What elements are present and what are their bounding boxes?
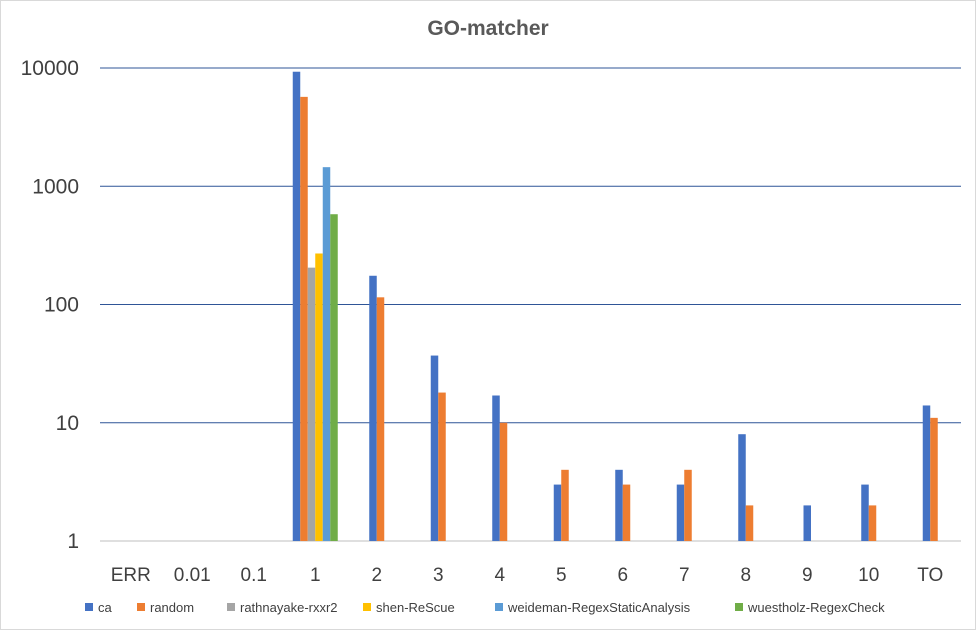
- x-tick-label: 7: [679, 565, 690, 586]
- x-tick-label: 0.1: [241, 565, 267, 586]
- bar-ca-2: [369, 275, 377, 541]
- bar-rathnayake-rxxr2-1: [307, 267, 316, 541]
- legend-item-shen-ReScue: shen-ReScue: [363, 600, 455, 615]
- bar-ca-1: [292, 71, 301, 541]
- bar-ca-7: [676, 484, 685, 541]
- legend-swatch: [363, 603, 371, 611]
- bar-shen-ReScue-1: [315, 253, 323, 541]
- x-tick-label: 2: [371, 565, 382, 586]
- y-tick-label: 1000: [32, 175, 79, 198]
- chart-title: GO-matcher: [427, 17, 548, 40]
- legend-item-random: random: [137, 600, 194, 615]
- y-tick-label: 10: [56, 412, 79, 435]
- x-tick-label: TO: [917, 565, 943, 586]
- bar-weideman-RegexStaticAnalysis-1: [322, 167, 331, 542]
- legend-swatch: [735, 603, 743, 611]
- bar-random-7: [684, 469, 692, 541]
- bar-ca-5: [553, 484, 562, 541]
- gridlines: [100, 67, 961, 542]
- bar-ca-9: [803, 505, 811, 541]
- bar-ca-4: [492, 395, 500, 541]
- x-tick-label: 9: [802, 565, 813, 586]
- bar-ca-8: [738, 434, 746, 541]
- x-tick-label: 0.01: [174, 565, 211, 586]
- legend-item-wuestholz-RegexCheck: wuestholz-RegexCheck: [735, 600, 885, 615]
- legend-label: wuestholz-RegexCheck: [747, 600, 885, 615]
- bar-random-5: [561, 469, 569, 541]
- bar-random-8: [745, 505, 754, 541]
- y-tick-label: 100: [44, 294, 79, 317]
- bar-ca-10: [861, 484, 869, 541]
- bar-ca-6: [615, 469, 623, 541]
- y-tick-label: 1: [67, 530, 79, 553]
- x-tick-label: 10: [858, 565, 879, 586]
- legend-label: weideman-RegexStaticAnalysis: [507, 600, 691, 615]
- x-tick-label: 1: [310, 565, 321, 586]
- bar-random-4: [499, 422, 508, 541]
- legend-item-weideman-RegexStaticAnalysis: weideman-RegexStaticAnalysis: [495, 600, 691, 615]
- x-tick-label: 6: [617, 565, 628, 586]
- bar-random-3: [438, 392, 446, 541]
- legend-swatch: [137, 603, 145, 611]
- x-tick-label: 3: [433, 565, 444, 586]
- legend-item-ca: ca: [85, 600, 113, 615]
- bar-ca-3: [430, 355, 439, 541]
- y-axis-ticks: 1 10 100 1000 10000: [21, 57, 79, 553]
- legend-item-rathnayake-rxxr2: rathnayake-rxxr2: [227, 600, 338, 615]
- bar-random-TO: [930, 417, 938, 541]
- bar-random-2: [376, 297, 385, 541]
- bar-random-1: [300, 96, 308, 541]
- legend-label: ca: [98, 600, 113, 615]
- legend-swatch: [227, 603, 235, 611]
- bars: [292, 71, 938, 542]
- y-tick-label: 10000: [21, 57, 79, 80]
- bar-random-6: [622, 484, 631, 541]
- legend-swatch: [495, 603, 503, 611]
- legend-swatch: [85, 603, 93, 611]
- x-tick-label: 5: [556, 565, 567, 586]
- legend-label: random: [150, 600, 194, 615]
- legend-label: shen-ReScue: [376, 600, 455, 615]
- legend-label: rathnayake-rxxr2: [240, 600, 338, 615]
- x-axis-ticks: ERR 0.01 0.1 1 2 3 4 5 6 7 8 9 10 TO: [111, 565, 944, 586]
- bar-wuestholz-RegexCheck-1: [330, 214, 338, 541]
- bar-random-10: [868, 505, 877, 541]
- bar-ca-TO: [922, 405, 931, 541]
- x-tick-label: 8: [740, 565, 751, 586]
- x-tick-label: 4: [494, 565, 505, 586]
- legend: ca random rathnayake-rxxr2 shen-ReScue weide…: [85, 600, 885, 615]
- x-tick-label: ERR: [111, 565, 151, 586]
